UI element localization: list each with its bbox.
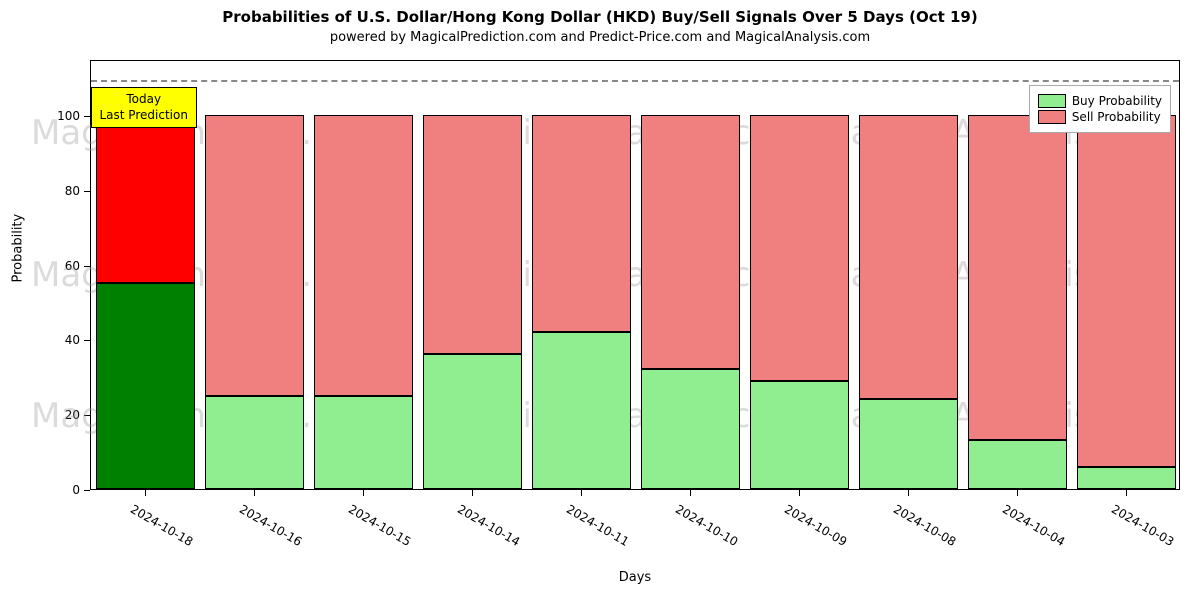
sell-bar: [205, 115, 303, 395]
buy-bar: [859, 399, 957, 489]
legend-swatch: [1038, 110, 1066, 124]
y-tick-label: 40: [65, 333, 80, 347]
buy-bar: [96, 283, 194, 489]
buy-bar: [532, 332, 630, 489]
sell-bar: [532, 115, 630, 332]
plot-area: MagicalAnalysis.comMagicalAnalysis.comMa…: [90, 60, 1180, 490]
x-tick-label: 2024-10-08: [891, 502, 958, 549]
x-tick-mark: [690, 490, 691, 496]
legend-label: Sell Probability: [1072, 110, 1161, 124]
x-axis-label: Days: [90, 570, 1180, 585]
buy-bar: [205, 396, 303, 489]
x-tick-mark: [254, 490, 255, 496]
sell-bar: [96, 115, 194, 283]
buy-bar: [968, 440, 1066, 489]
bar-group: [423, 59, 521, 489]
legend-swatch: [1038, 94, 1066, 108]
bar-group: [532, 59, 630, 489]
y-axis: 020406080100: [0, 60, 90, 490]
chart-container: Probabilities of U.S. Dollar/Hong Kong D…: [0, 0, 1200, 600]
annotation-line2: Last Prediction: [100, 108, 188, 124]
legend-item: Buy Probability: [1038, 94, 1162, 108]
sell-bar: [859, 115, 957, 399]
x-tick-label: 2024-10-09: [782, 502, 849, 549]
legend-item: Sell Probability: [1038, 110, 1162, 124]
y-tick-label: 60: [65, 259, 80, 273]
bar-group: [314, 59, 412, 489]
annotation-line1: Today: [100, 92, 188, 108]
x-tick-label: 2024-10-10: [673, 502, 740, 549]
x-tick-label: 2024-10-04: [1000, 502, 1067, 549]
x-tick-label: 2024-10-16: [237, 502, 304, 549]
x-tick-label: 2024-10-03: [1109, 502, 1176, 549]
y-tick-label: 80: [65, 184, 80, 198]
buy-bar: [641, 369, 739, 489]
sell-bar: [750, 115, 848, 380]
bar-group: [859, 59, 957, 489]
chart-subtitle: powered by MagicalPrediction.com and Pre…: [0, 30, 1200, 45]
legend-label: Buy Probability: [1072, 94, 1162, 108]
y-tick-label: 20: [65, 408, 80, 422]
bar-group: [205, 59, 303, 489]
x-tick-mark: [908, 490, 909, 496]
y-tick-label: 0: [72, 483, 80, 497]
today-annotation: Today Last Prediction: [91, 87, 197, 128]
buy-bar: [750, 381, 848, 489]
sell-bar: [968, 115, 1066, 440]
x-tick-label: 2024-10-14: [455, 502, 522, 549]
buy-bar: [314, 396, 412, 489]
x-tick-mark: [1017, 490, 1018, 496]
x-tick-mark: [145, 490, 146, 496]
x-tick-mark: [1126, 490, 1127, 496]
sell-bar: [641, 115, 739, 369]
bar-group: [750, 59, 848, 489]
buy-bar: [1077, 467, 1175, 489]
x-tick-label: 2024-10-18: [128, 502, 195, 549]
x-tick-label: 2024-10-15: [346, 502, 413, 549]
buy-bar: [423, 354, 521, 489]
x-tick-label: 2024-10-11: [564, 502, 631, 549]
x-tick-mark: [581, 490, 582, 496]
sell-bar: [423, 115, 521, 354]
y-tick-label: 100: [57, 109, 80, 123]
sell-bar: [314, 115, 412, 395]
sell-bar: [1077, 115, 1175, 466]
x-tick-mark: [799, 490, 800, 496]
bar-group: [641, 59, 739, 489]
x-tick-mark: [363, 490, 364, 496]
legend: Buy Probability Sell Probability: [1029, 85, 1171, 133]
x-tick-mark: [472, 490, 473, 496]
chart-title: Probabilities of U.S. Dollar/Hong Kong D…: [0, 8, 1200, 26]
